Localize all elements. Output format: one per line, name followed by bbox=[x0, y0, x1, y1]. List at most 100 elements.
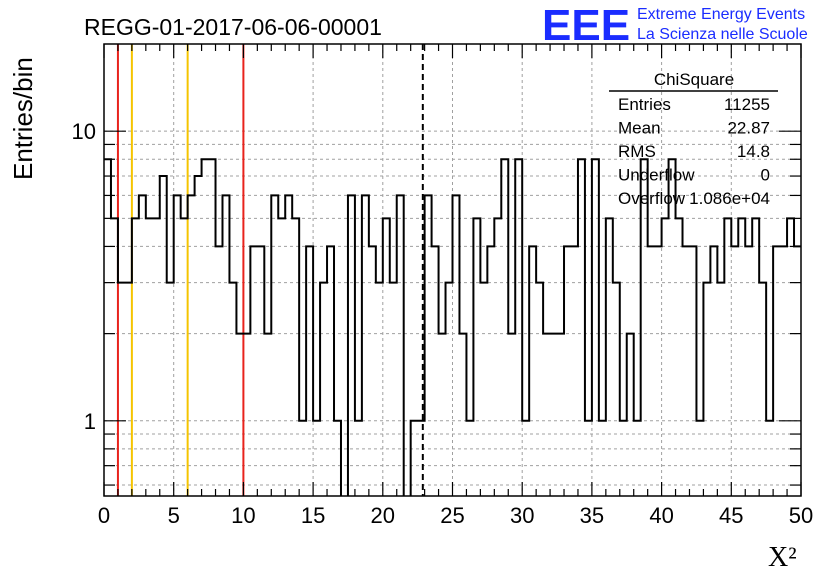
y-tick-label: 1 bbox=[84, 409, 96, 434]
x-axis-title: X² bbox=[768, 542, 797, 572]
histogram-bin bbox=[571, 246, 578, 496]
histogram-bin bbox=[710, 246, 717, 496]
histogram-bin bbox=[174, 195, 181, 496]
histogram-bin bbox=[216, 246, 223, 496]
histogram-bin bbox=[160, 176, 167, 496]
histogram-bin bbox=[773, 246, 780, 496]
histogram-bin bbox=[592, 159, 599, 496]
stats-value: 1.086e+04 bbox=[689, 189, 770, 208]
histogram-bin bbox=[446, 283, 453, 496]
histogram-bin bbox=[104, 159, 111, 496]
histogram-bin bbox=[362, 195, 369, 496]
histogram-bin bbox=[439, 334, 446, 496]
histogram-bin bbox=[153, 218, 160, 496]
histogram-bin bbox=[752, 218, 759, 496]
x-tick-label: 20 bbox=[371, 503, 395, 528]
x-tick-label: 5 bbox=[168, 503, 180, 528]
histogram-bin bbox=[648, 246, 655, 496]
histogram-bin bbox=[118, 283, 125, 496]
histogram-bin bbox=[487, 246, 494, 496]
histogram-bin bbox=[243, 334, 250, 496]
x-tick-label: 45 bbox=[719, 503, 743, 528]
histogram-bin bbox=[132, 218, 139, 496]
histogram-bin bbox=[202, 159, 209, 496]
histogram-bin bbox=[181, 218, 188, 496]
histogram-bin bbox=[550, 334, 557, 496]
histogram-bin bbox=[167, 283, 174, 496]
histogram-bin bbox=[515, 159, 522, 496]
stats-value: 11255 bbox=[724, 95, 770, 114]
y-tick-label: 10 bbox=[72, 119, 96, 144]
x-tick-label: 40 bbox=[649, 503, 673, 528]
histogram-bin bbox=[264, 334, 271, 496]
histogram-bin bbox=[209, 159, 216, 496]
chart-title: REGG-01-2017-06-06-00001 bbox=[84, 14, 382, 40]
histogram-bin bbox=[794, 246, 801, 496]
histogram-bin bbox=[348, 195, 355, 496]
histogram-bin bbox=[390, 283, 397, 496]
histogram-bin bbox=[383, 218, 390, 496]
histogram-bin bbox=[271, 195, 278, 496]
histogram-bin bbox=[641, 159, 648, 496]
histogram-bin bbox=[787, 218, 794, 496]
x-tick-label: 25 bbox=[440, 503, 464, 528]
histogram-bin bbox=[229, 283, 236, 496]
histogram-bin bbox=[250, 246, 257, 496]
histogram-bin bbox=[320, 283, 327, 496]
histogram-bin bbox=[257, 246, 264, 496]
histogram-bin bbox=[327, 246, 334, 496]
histogram-bin bbox=[606, 218, 613, 496]
stats-label: Overflow bbox=[618, 189, 686, 208]
histogram-bin bbox=[494, 218, 501, 496]
histogram-bin bbox=[369, 246, 376, 496]
stats-label: Entries bbox=[618, 95, 671, 114]
histogram-bin bbox=[557, 334, 564, 496]
histogram-bin bbox=[278, 218, 285, 496]
stats-value: 22.87 bbox=[727, 119, 770, 138]
x-tick-label: 30 bbox=[510, 503, 534, 528]
histogram-bin bbox=[613, 283, 620, 496]
logo-tagline-1: Extreme Energy Events bbox=[637, 6, 805, 23]
histogram-bin bbox=[125, 283, 132, 496]
histogram-bin bbox=[508, 334, 515, 496]
stats-value: 14.8 bbox=[737, 142, 770, 161]
histogram-bin bbox=[578, 159, 585, 496]
histogram-bin bbox=[703, 283, 710, 496]
histogram-bin bbox=[731, 246, 738, 496]
tick-labels: 0 5 10 15 20 25 30 35 40 45 50 1 10 bbox=[72, 119, 814, 528]
histogram-bin bbox=[397, 195, 404, 496]
histogram-bin bbox=[655, 246, 662, 496]
histogram-bin bbox=[759, 283, 766, 496]
histogram-bin bbox=[689, 246, 696, 496]
histogram-bin bbox=[745, 246, 752, 496]
histogram-bin bbox=[432, 246, 439, 496]
histogram-bin bbox=[111, 218, 118, 496]
axes bbox=[103, 43, 802, 497]
x-tick-label: 0 bbox=[98, 503, 110, 528]
histogram-bin bbox=[285, 195, 292, 496]
x-tick-label: 50 bbox=[789, 503, 813, 528]
histogram-bin bbox=[501, 159, 508, 496]
histogram-bin bbox=[139, 195, 146, 496]
eee-logo: EEE Extreme Energy Events La Scienza nel… bbox=[542, 1, 808, 50]
histogram-bin bbox=[195, 176, 202, 496]
x-tick-label: 35 bbox=[580, 503, 604, 528]
histogram-bin bbox=[236, 334, 243, 496]
stats-label: Underflow bbox=[618, 166, 695, 185]
histogram-bin bbox=[453, 195, 460, 496]
x-tick-label: 10 bbox=[231, 503, 255, 528]
histogram-bin bbox=[292, 218, 299, 496]
histogram-bars bbox=[104, 158, 801, 496]
histogram-bin bbox=[724, 218, 731, 496]
eee-logo-text: EEE bbox=[542, 1, 630, 50]
histogram-bin bbox=[536, 283, 543, 496]
histogram-bin bbox=[683, 246, 690, 496]
histogram-bin bbox=[738, 218, 745, 496]
stats-name: ChiSquare bbox=[654, 70, 734, 89]
logo-tagline-2: La Scienza nelle Scuole bbox=[637, 26, 808, 43]
histogram-bin bbox=[564, 246, 571, 496]
histogram-bin bbox=[376, 283, 383, 496]
histogram-bin bbox=[717, 283, 724, 496]
histogram-bin bbox=[662, 218, 669, 496]
